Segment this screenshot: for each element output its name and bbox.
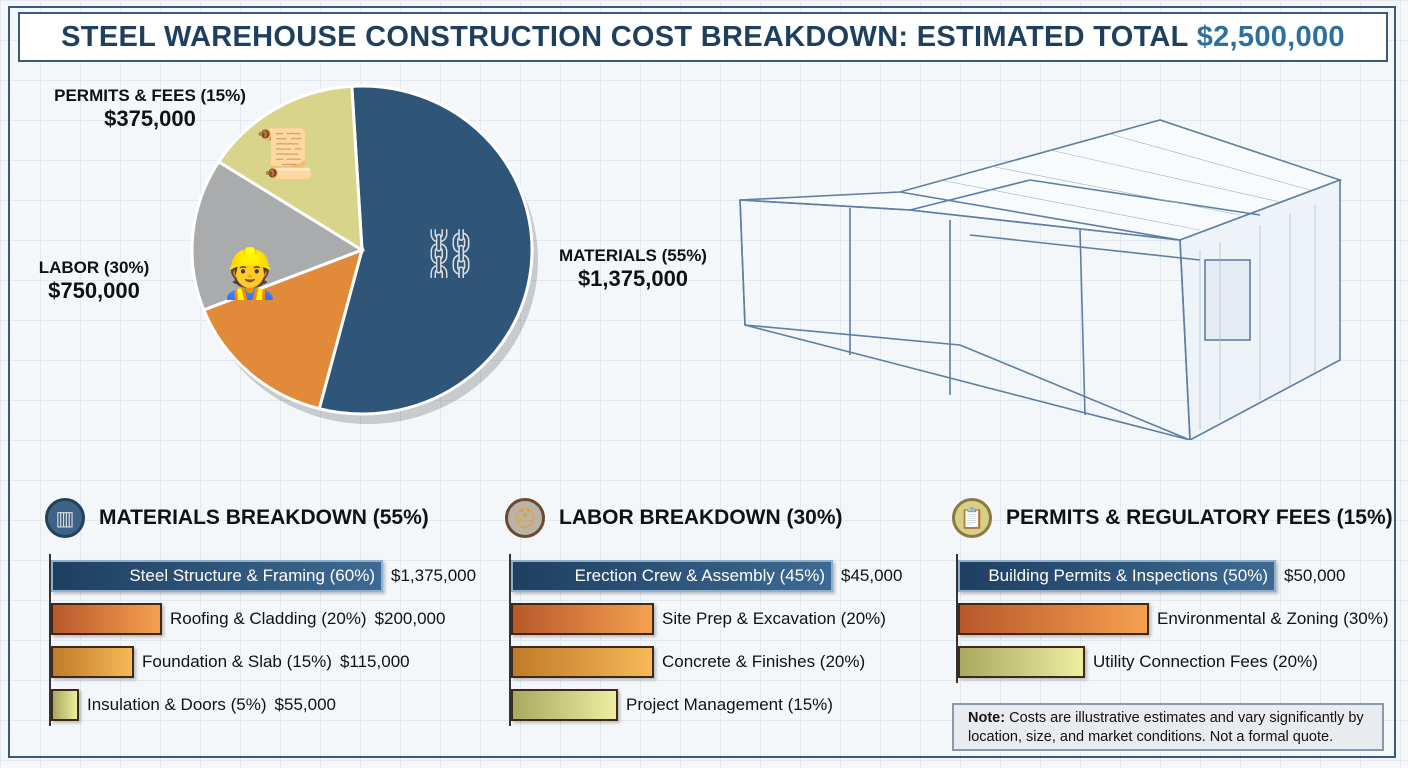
bar-label: Concrete & Finishes (20%) — [662, 651, 866, 671]
permits-bars: Building Permits & Inspections (50%) $50,… — [956, 554, 1393, 683]
title-total: $2,500,000 — [1196, 20, 1345, 53]
workers-crane-icon: 👷 — [220, 246, 280, 301]
labor-bars: Erection Crew & Assembly (45%) $45,000 Sit… — [509, 554, 902, 726]
bar: Building Permits & Inspections (50%) — [958, 559, 1276, 592]
labor-breakdown-section: ⛑ LABOR BREAKDOWN (30%) Erection Crew & … — [505, 496, 902, 726]
bar-row: Project Management (15%) — [511, 683, 902, 726]
pie-label-name: MATERIALS (55%) — [559, 246, 707, 265]
page-title: STEEL WAREHOUSE CONSTRUCTION COST BREAKD… — [18, 12, 1388, 62]
permits-breakdown-section: 📋 PERMITS & REGULATORY FEES (15%) Buildi… — [952, 496, 1393, 683]
bar-row: Roofing & Cladding (20%) $200,000 — [51, 597, 476, 640]
bar — [511, 645, 654, 678]
pie-label-name: LABOR (30%) — [38, 258, 150, 277]
bar-label: Steel Structure & Framing (60%) — [129, 565, 375, 585]
note-text: Costs are illustrative estimates and var… — [968, 710, 1364, 745]
bar-row: Environmental & Zoning (30%) — [958, 597, 1393, 640]
bar-label: Project Management (15%) — [626, 694, 833, 714]
bar-label: Environmental & Zoning (30%) — [1157, 608, 1389, 628]
pie-slice-labor — [201, 247, 365, 411]
bar-amount: $55,000 — [274, 694, 336, 714]
warehouse-blueprint-drawing — [739, 119, 1343, 440]
worker-icon: ⛑ — [505, 498, 545, 538]
clipboard-icon: 📋 — [952, 498, 992, 538]
pie-label-amount: $375,000 — [104, 106, 196, 131]
bar-amount: $200,000 — [374, 608, 446, 628]
pie-slice-labor — [190, 159, 366, 312]
pie-label-materials: MATERIALS (55%) $1,375,000 — [548, 246, 718, 292]
pie-label-amount: $750,000 — [48, 278, 140, 303]
steel-beam-icon: ▥ — [45, 498, 85, 538]
bar: Steel Structure & Framing (60%) — [51, 559, 383, 592]
bar-label: Foundation & Slab (15%) — [142, 651, 332, 671]
title-text: STEEL WAREHOUSE CONSTRUCTION COST BREAKD… — [61, 20, 1189, 53]
pie-label-permits: PERMITS & FEES (15%) $375,000 — [40, 86, 260, 132]
bar: Erection Crew & Assembly (45%) — [511, 559, 833, 592]
bar — [511, 602, 654, 635]
infographic-frame — [8, 6, 1396, 758]
pie-label-labor: LABOR (30%) $750,000 — [24, 258, 164, 304]
bar — [958, 602, 1149, 635]
bar-row: Insulation & Doors (5%) $55,000 — [51, 683, 476, 726]
bar-label: Building Permits & Inspections (50%) — [988, 565, 1268, 585]
bar — [958, 645, 1085, 678]
bar-row: Concrete & Finishes (20%) — [511, 640, 902, 683]
bar-amount: $50,000 — [1284, 565, 1346, 585]
bar — [51, 602, 162, 635]
bar-row: Building Permits & Inspections (50%) $50,… — [958, 554, 1393, 597]
pie-slice-permits — [216, 84, 364, 253]
materials-bars: Steel Structure & Framing (60%) $1,375,00… — [49, 554, 476, 726]
bar-amount: $1,375,000 — [391, 565, 477, 585]
bar — [51, 645, 134, 678]
pie-label-amount: $1,375,000 — [577, 266, 689, 291]
bar-label: Erection Crew & Assembly (45%) — [574, 565, 825, 585]
bar-label: Insulation & Doors (5%) — [87, 694, 267, 714]
bar — [51, 688, 79, 721]
bar-row: Utility Connection Fees (20%) — [958, 640, 1393, 683]
bar-label: Site Prep & Excavation (20%) — [662, 608, 886, 628]
permit-gavel-icon: 📜 — [255, 128, 315, 181]
bar-amount: $45,000 — [841, 565, 903, 585]
bar-label: Roofing & Cladding (20%) — [170, 608, 367, 628]
disclaimer-note: Note: Costs are illustrative estimates a… — [952, 703, 1384, 751]
bar-row: Erection Crew & Assembly (45%) $45,000 — [511, 554, 902, 597]
steel-beams-icon: ⛓ — [420, 228, 481, 281]
materials-breakdown-section: ▥ MATERIALS BREAKDOWN (55%) Steel Struct… — [45, 496, 476, 726]
section-title: MATERIALS BREAKDOWN (55%) — [99, 506, 429, 529]
bar-row: Foundation & Slab (15%) $115,000 — [51, 640, 476, 683]
bar-label: Utility Connection Fees (20%) — [1093, 651, 1318, 671]
bar — [511, 688, 618, 721]
pie-label-name: PERMITS & FEES (15%) — [54, 86, 246, 105]
section-title: PERMITS & REGULATORY FEES (15%) — [1006, 506, 1393, 529]
section-title: LABOR BREAKDOWN (30%) — [559, 506, 843, 529]
bar-row: Steel Structure & Framing (60%) $1,375,00… — [51, 554, 476, 597]
bar-amount: $115,000 — [339, 651, 410, 671]
note-label: Note: — [968, 710, 1006, 726]
pie-slice-materials — [317, 84, 534, 416]
bar-row: Site Prep & Excavation (20%) — [511, 597, 902, 640]
